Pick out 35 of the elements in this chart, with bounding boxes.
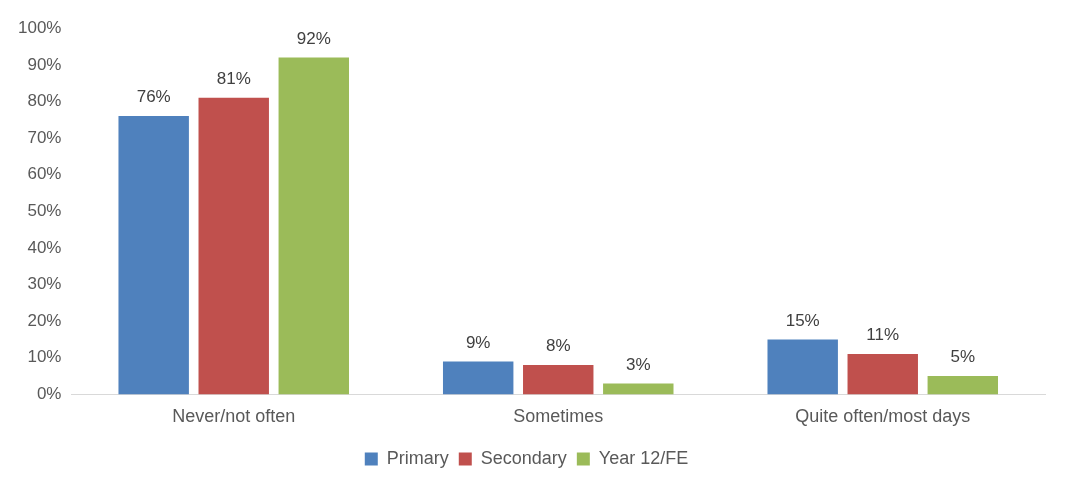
bar <box>767 339 838 395</box>
data-label: 9% <box>465 332 491 352</box>
bar <box>198 97 269 395</box>
data-label: 76% <box>136 87 171 107</box>
bar <box>278 57 349 395</box>
data-label: 92% <box>296 28 331 48</box>
y-tick-label: 0% <box>36 384 62 404</box>
bar <box>847 354 918 395</box>
y-tick-label: 100% <box>18 17 62 37</box>
y-tick-label: 20% <box>27 310 62 330</box>
x-tick-label: Sometimes <box>513 406 604 427</box>
data-label: 11% <box>866 325 900 345</box>
x-tick-label: Never/not often <box>172 406 296 427</box>
legend-label: Secondary <box>480 447 567 468</box>
data-label: 3% <box>626 354 651 374</box>
y-tick-label: 50% <box>27 200 62 220</box>
data-label: 5% <box>950 347 976 367</box>
y-tick-label: 10% <box>27 347 62 367</box>
y-tick-label: 30% <box>27 274 62 294</box>
data-label: 8% <box>545 336 571 356</box>
bar <box>523 365 594 395</box>
bar <box>927 376 999 395</box>
bar <box>603 383 674 395</box>
x-tick-label: Quite often/most days <box>795 406 971 427</box>
bar <box>442 361 514 395</box>
bar <box>118 116 189 395</box>
y-tick-label: 60% <box>27 164 62 184</box>
data-label: 81% <box>216 68 251 88</box>
y-tick-label: 40% <box>27 237 62 257</box>
y-tick-label: 90% <box>27 54 62 74</box>
legend-label: Year 12/FE <box>598 447 689 468</box>
data-label: 15% <box>785 310 820 330</box>
y-tick-label: 80% <box>27 91 62 111</box>
y-tick-label: 70% <box>27 127 62 147</box>
legend-label: Primary <box>386 447 449 468</box>
